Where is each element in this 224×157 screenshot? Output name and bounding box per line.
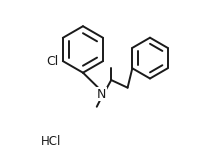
Text: N: N — [97, 88, 106, 101]
Text: Cl: Cl — [47, 55, 59, 68]
Text: HCl: HCl — [41, 135, 62, 148]
